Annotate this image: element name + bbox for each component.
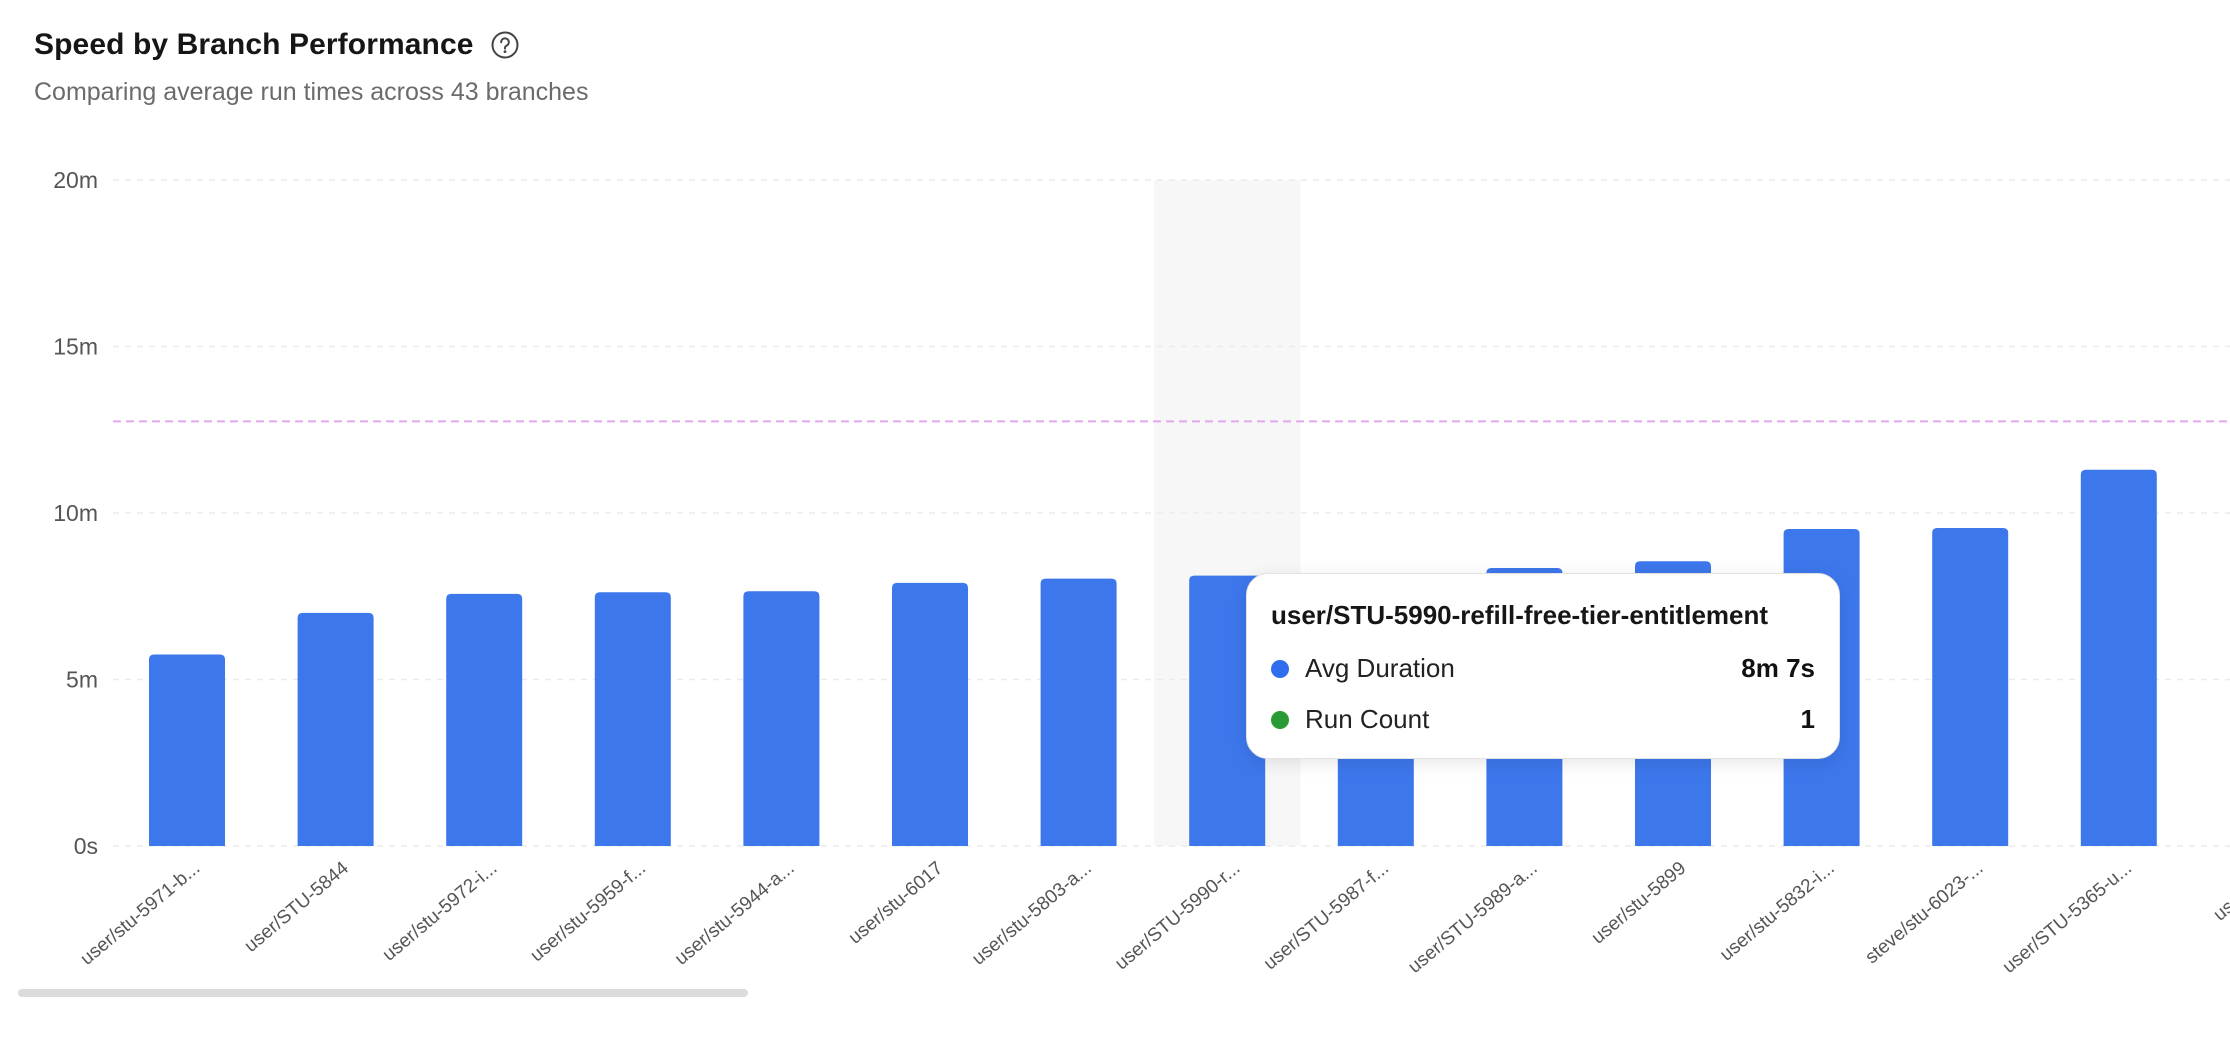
bar[interactable]	[446, 593, 523, 846]
y-tick-label: 5m	[66, 667, 98, 693]
chart-tooltip: user/STU-5990-refill-free-tier-entitleme…	[1246, 573, 1840, 759]
bar[interactable]	[149, 654, 225, 846]
tooltip-title: user/STU-5990-refill-free-tier-entitleme…	[1271, 600, 1769, 630]
chart-subtitle: Comparing average run times across 43 br…	[34, 78, 589, 106]
title-row: Speed by Branch Performance	[34, 28, 588, 62]
x-tick-label: steve/stu-6023-...	[1861, 858, 1987, 968]
x-tick-label: user/stu-5971-b...	[77, 858, 205, 970]
x-tick-label: user/STU-5989-a...	[1404, 858, 1541, 978]
x-tick-label: user/STU-5990-r...	[1111, 858, 1244, 975]
x-tick-label: user/stu-6017	[845, 858, 948, 949]
chart-horizontal-scrollbar[interactable]	[18, 989, 748, 997]
chart-title: Speed by Branch Performance	[34, 28, 474, 61]
x-tick-label: user/STU	[2210, 858, 2230, 926]
tooltip-label: Run Count	[1305, 704, 1430, 734]
bar[interactable]	[297, 612, 374, 846]
chart-header: Speed by Branch Performance Comparing av…	[34, 28, 588, 107]
question-circle-icon[interactable]	[490, 30, 520, 60]
tooltip-row-avg-duration: Avg Duration 8m 7s	[1271, 653, 1815, 684]
x-tick-label: user/STU-5844	[241, 857, 354, 956]
x-tick-label: user/stu-5959-f...	[526, 858, 650, 966]
x-tick-label: user/stu-5972-i...	[379, 858, 502, 966]
avg-duration-dot-icon	[1271, 659, 1289, 678]
tooltip-value: 8m 7s	[1741, 653, 1815, 683]
bar[interactable]	[1932, 527, 2009, 846]
bar[interactable]	[892, 582, 968, 846]
bar[interactable]	[594, 592, 671, 846]
x-tick-label: user/stu-5803-a...	[968, 858, 1096, 970]
bar[interactable]	[1040, 578, 1117, 846]
tooltip-value: 1	[1800, 704, 1815, 734]
y-tick-label: 20m	[53, 167, 98, 193]
x-tick-label: user/STU-5987-f...	[1260, 858, 1393, 975]
x-tick-label: user/stu-5899	[1588, 858, 1691, 949]
x-tick-label: user/STU-5365-u...	[1999, 858, 2136, 978]
run-count-dot-icon	[1271, 710, 1289, 729]
x-tick-label: user/stu-5832-i...	[1716, 858, 1839, 966]
bar[interactable]	[2080, 469, 2157, 846]
tooltip-label: Avg Duration	[1305, 653, 1455, 683]
bar[interactable]	[743, 591, 820, 846]
tooltip-row-run-count: Run Count 1	[1271, 704, 1815, 735]
y-tick-label: 15m	[53, 334, 98, 360]
y-tick-label: 0s	[74, 833, 98, 859]
y-tick-label: 10m	[53, 500, 98, 526]
x-tick-label: user/stu-5944-a...	[671, 858, 799, 970]
